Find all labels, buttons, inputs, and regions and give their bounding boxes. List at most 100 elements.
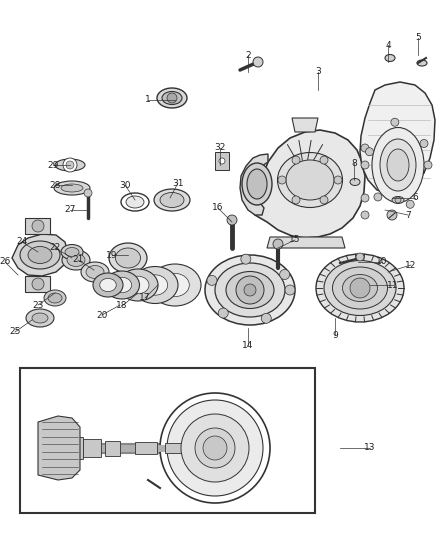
Polygon shape [25, 218, 50, 234]
Text: 22: 22 [49, 244, 60, 253]
Ellipse shape [385, 54, 395, 61]
Ellipse shape [195, 428, 235, 468]
Ellipse shape [113, 277, 132, 293]
Circle shape [63, 158, 77, 172]
Text: 25: 25 [9, 327, 21, 336]
Text: 28: 28 [49, 181, 61, 190]
Polygon shape [292, 118, 318, 132]
Ellipse shape [161, 273, 189, 296]
Bar [63, 437, 83, 459]
Circle shape [218, 308, 228, 318]
Text: 16: 16 [212, 204, 224, 213]
Circle shape [32, 278, 44, 290]
Circle shape [253, 57, 263, 67]
Ellipse shape [278, 152, 343, 207]
Ellipse shape [417, 60, 427, 66]
Ellipse shape [149, 264, 201, 306]
Polygon shape [38, 416, 80, 480]
Ellipse shape [316, 254, 404, 322]
Ellipse shape [44, 290, 66, 306]
Circle shape [424, 161, 432, 169]
Text: 9: 9 [332, 330, 338, 340]
Polygon shape [360, 82, 435, 194]
Ellipse shape [65, 247, 79, 256]
Polygon shape [25, 276, 50, 292]
Circle shape [292, 156, 300, 164]
Ellipse shape [121, 193, 149, 211]
Bar [215, 152, 229, 170]
Ellipse shape [61, 184, 83, 192]
Ellipse shape [93, 273, 123, 297]
Ellipse shape [142, 275, 168, 295]
Circle shape [278, 176, 286, 184]
Ellipse shape [127, 276, 149, 294]
Text: 15: 15 [289, 236, 301, 245]
Circle shape [292, 196, 300, 204]
Text: 20: 20 [96, 311, 108, 319]
Ellipse shape [215, 263, 285, 317]
Ellipse shape [109, 243, 147, 273]
Circle shape [374, 193, 382, 201]
Circle shape [420, 140, 428, 148]
Polygon shape [12, 234, 68, 276]
Ellipse shape [160, 192, 184, 207]
Bar [20, 368, 315, 513]
Ellipse shape [67, 254, 85, 266]
Polygon shape [255, 130, 365, 238]
Circle shape [361, 144, 369, 152]
Ellipse shape [324, 261, 396, 316]
Text: 4: 4 [385, 41, 391, 50]
Ellipse shape [28, 246, 52, 263]
Ellipse shape [247, 169, 267, 199]
Circle shape [387, 210, 397, 220]
Text: 14: 14 [242, 341, 254, 350]
Ellipse shape [105, 271, 139, 299]
Circle shape [320, 156, 328, 164]
Ellipse shape [48, 293, 62, 303]
Ellipse shape [26, 309, 54, 327]
Text: 23: 23 [32, 301, 44, 310]
Ellipse shape [350, 179, 360, 185]
Circle shape [167, 93, 177, 103]
Circle shape [236, 276, 264, 304]
Ellipse shape [392, 197, 404, 204]
Ellipse shape [32, 313, 48, 323]
Circle shape [66, 161, 74, 169]
Ellipse shape [242, 163, 272, 205]
Ellipse shape [181, 414, 249, 482]
Bar [105, 441, 120, 456]
Ellipse shape [372, 127, 424, 203]
Text: 30: 30 [119, 181, 131, 190]
Text: 11: 11 [387, 280, 399, 289]
Text: 29: 29 [47, 160, 59, 169]
Circle shape [406, 200, 414, 208]
Bar [83, 439, 101, 457]
Circle shape [261, 313, 271, 324]
Circle shape [361, 161, 369, 169]
Ellipse shape [343, 274, 378, 302]
Circle shape [279, 270, 290, 279]
Ellipse shape [54, 181, 90, 195]
Circle shape [356, 253, 364, 261]
Circle shape [203, 436, 227, 460]
Ellipse shape [126, 196, 144, 208]
Text: 8: 8 [351, 158, 357, 167]
Ellipse shape [157, 88, 187, 108]
Ellipse shape [205, 255, 295, 325]
Ellipse shape [167, 400, 263, 496]
Ellipse shape [226, 271, 274, 309]
Ellipse shape [81, 262, 109, 282]
Circle shape [227, 215, 237, 225]
Circle shape [244, 284, 256, 296]
Circle shape [334, 176, 342, 184]
Text: 32: 32 [214, 143, 226, 152]
Ellipse shape [61, 245, 83, 260]
Circle shape [219, 158, 225, 164]
Text: 5: 5 [415, 34, 421, 43]
Polygon shape [267, 237, 345, 248]
Ellipse shape [162, 92, 182, 104]
Ellipse shape [380, 139, 416, 191]
Text: 31: 31 [172, 179, 184, 188]
Ellipse shape [160, 393, 270, 503]
Circle shape [350, 278, 370, 298]
